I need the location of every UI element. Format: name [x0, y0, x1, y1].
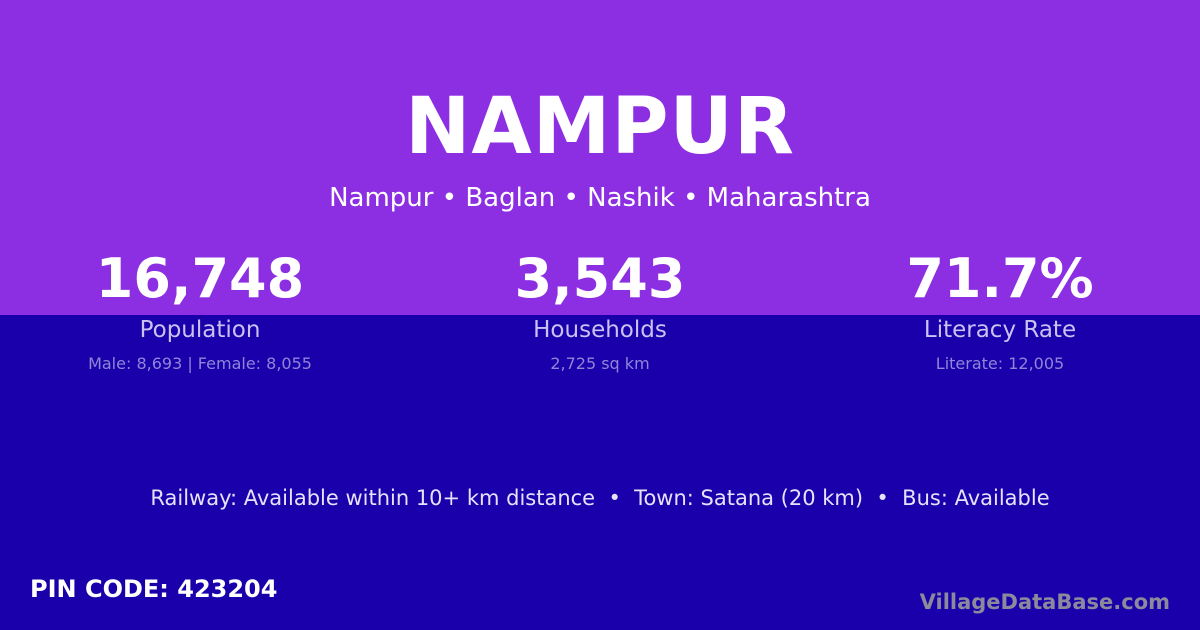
- stat-detail: Male: 8,693 | Female: 8,055: [88, 354, 312, 373]
- stat-value: 16,748: [95, 247, 305, 310]
- stat-value: 3,543: [514, 247, 686, 310]
- stat-label: Households: [533, 317, 667, 343]
- stat-value: 71.7%: [906, 247, 1094, 310]
- watermark: VillageDataBase.com: [919, 590, 1170, 614]
- stat-literacy: 71.7% Literacy Rate Literate: 12,005: [800, 247, 1200, 374]
- stat-detail: 2,725 sq km: [550, 354, 650, 373]
- pin-code: PIN CODE: 423204: [30, 575, 278, 603]
- stat-households: 3,543 Households 2,725 sq km: [400, 247, 800, 374]
- stat-population: 16,748 Population Male: 8,693 | Female: …: [0, 247, 400, 374]
- stat-detail: Literate: 12,005: [935, 354, 1065, 373]
- location-breadcrumb: Nampur • Baglan • Nashik • Maharashtra: [329, 183, 871, 213]
- page-title: NAMPUR: [405, 82, 795, 172]
- stat-label: Population: [139, 317, 261, 343]
- connectivity-info: Railway: Available within 10+ km distanc…: [150, 486, 1050, 510]
- stat-label: Literacy Rate: [923, 317, 1077, 343]
- header-band: [0, 0, 1200, 315]
